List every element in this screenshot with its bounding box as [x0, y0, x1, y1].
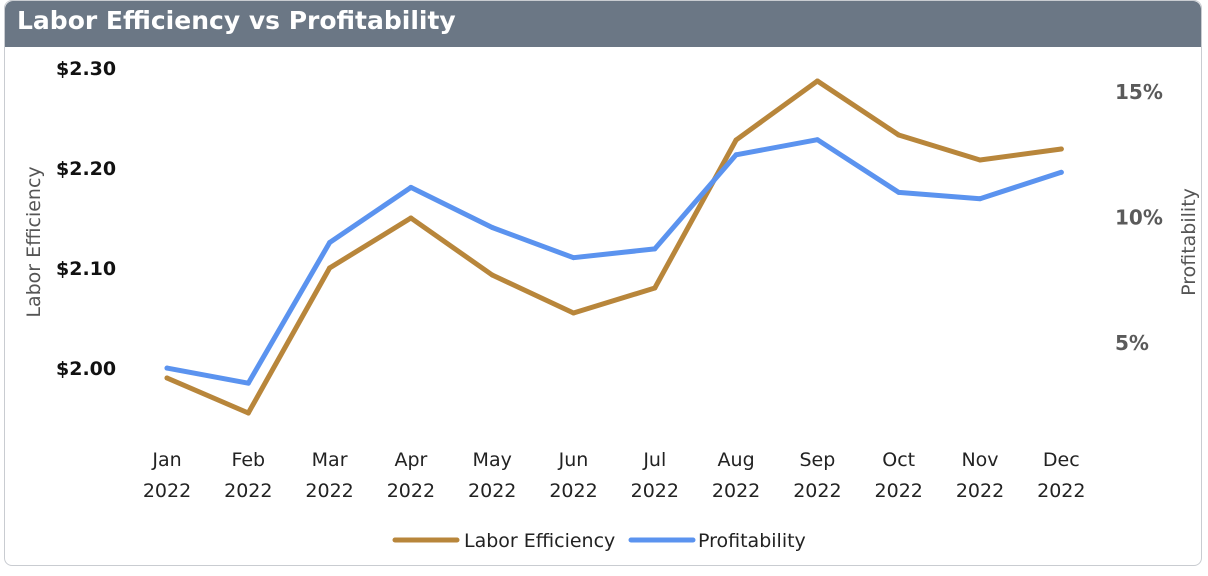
data-point	[896, 132, 902, 138]
y-left-tick-label: $2.30	[56, 58, 116, 80]
x-tick-label-month: May	[473, 449, 512, 471]
x-tick-label-month: Dec	[1043, 449, 1080, 471]
data-point	[896, 189, 902, 195]
series-lines	[164, 78, 1064, 416]
y-right-tick-label: 10%	[1115, 206, 1163, 230]
x-tick-label-year: 2022	[468, 480, 516, 502]
title-bar: Labor Efficiency vs Profitability	[5, 1, 1201, 47]
data-point	[571, 255, 576, 261]
data-point	[733, 137, 739, 143]
chart-card: Labor Efficiency vs Profitability	[4, 0, 1202, 566]
data-point	[245, 410, 251, 416]
x-tick-label-month: Mar	[312, 449, 348, 471]
x-tick-label-year: 2022	[143, 480, 191, 502]
x-tick-label-year: 2022	[387, 480, 435, 502]
x-tick-label-month: Jul	[642, 449, 666, 471]
x-tick-label-month: Oct	[882, 449, 915, 471]
data-point	[1058, 169, 1064, 175]
data-point	[408, 215, 414, 221]
data-point	[814, 78, 820, 84]
x-tick-label-year: 2022	[1037, 480, 1085, 502]
x-tick-label-year: 2022	[549, 480, 597, 502]
data-point	[327, 240, 333, 246]
data-point	[164, 375, 170, 381]
right-axis-ticks: 5% 10% 15%	[1115, 80, 1163, 355]
data-point	[652, 246, 658, 252]
x-tick-label-month: Sep	[799, 449, 835, 471]
x-tick-label-month: Aug	[718, 449, 755, 471]
data-point	[489, 272, 495, 278]
data-point	[977, 157, 983, 163]
data-point	[814, 137, 820, 143]
legend[interactable]: Labor Efficiency Profitability	[392, 530, 806, 552]
x-tick-label-year: 2022	[631, 480, 679, 502]
x-tick-label-year: 2022	[956, 480, 1004, 502]
x-tick-label-year: 2022	[305, 480, 353, 502]
legend-label[interactable]: Profitability	[698, 530, 806, 552]
x-tick-label-month: Nov	[961, 449, 998, 471]
data-point	[164, 365, 170, 371]
data-point	[245, 380, 251, 386]
x-tick-label-month: Feb	[231, 449, 265, 471]
x-tick-label-month: Apr	[394, 449, 427, 471]
series-line-labor-efficiency	[164, 78, 1064, 416]
data-point	[977, 196, 983, 202]
left-axis-title: Labor Efficiency	[23, 166, 45, 317]
x-tick-label-month: Jun	[558, 449, 589, 471]
y-right-tick-label: 15%	[1115, 80, 1163, 104]
legend-label[interactable]: Labor Efficiency	[464, 530, 615, 552]
data-point	[408, 184, 414, 190]
series-line-profitability	[164, 137, 1064, 386]
data-point	[652, 285, 658, 291]
data-point	[571, 310, 576, 316]
right-axis-title: Profitability	[1178, 188, 1200, 296]
x-tick-label-month: Jan	[151, 449, 181, 471]
y-right-tick-label: 5%	[1115, 331, 1149, 355]
data-point	[489, 225, 495, 231]
x-axis-ticks: Jan 2022 Feb 2022 Mar 2022 Apr 2022 May 2022 Jun 20…	[143, 449, 1086, 502]
y-left-tick-label: $2.10	[56, 258, 116, 280]
x-tick-label-year: 2022	[875, 480, 923, 502]
x-tick-label-year: 2022	[793, 480, 841, 502]
data-point	[1058, 146, 1064, 152]
data-point	[733, 152, 739, 158]
left-axis-ticks: $2.00 $2.10 $2.20 $2.30	[56, 58, 116, 380]
x-tick-label-year: 2022	[224, 480, 272, 502]
chart-title: Labor Efficiency vs Profitability	[17, 6, 456, 35]
y-left-tick-label: $2.20	[56, 158, 116, 180]
data-point	[327, 265, 333, 271]
y-left-tick-label: $2.00	[56, 358, 116, 380]
x-tick-label-year: 2022	[712, 480, 760, 502]
